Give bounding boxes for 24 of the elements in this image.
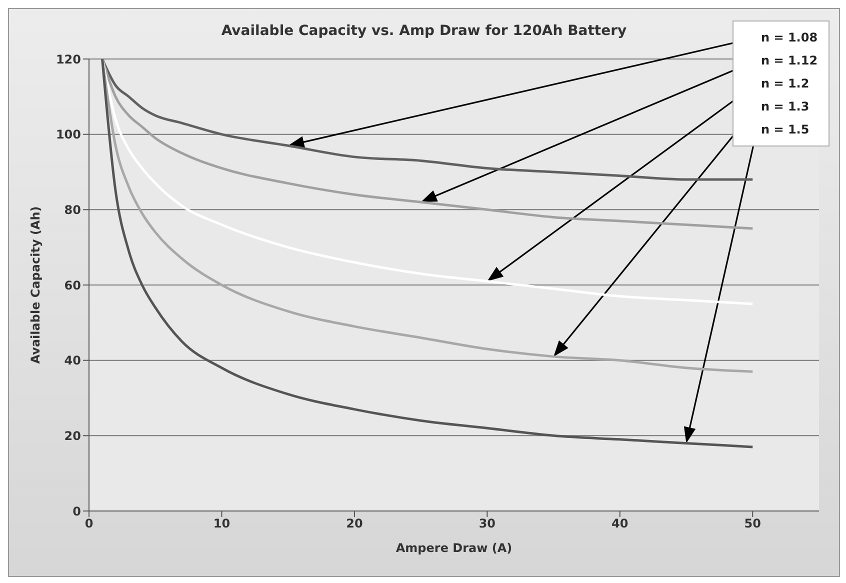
text: n = 1.12	[761, 54, 818, 68]
x-tick-label: 20	[346, 516, 363, 531]
text: n = 1.3	[761, 100, 810, 114]
line-series	[101, 59, 754, 306]
x-tick-label: 0	[84, 516, 94, 531]
x-tick-label: 30	[478, 516, 496, 531]
chart-title: Available Capacity vs. Amp Draw for 120Ah Battery	[221, 23, 627, 39]
y-tick-label: 60	[64, 278, 81, 292]
y-tick-label: 40	[64, 354, 81, 368]
text: n = 1.2	[761, 76, 810, 90]
y-tick-label: 20	[64, 428, 81, 443]
y-tick-label: 100	[56, 128, 81, 142]
y-tick-label: 80	[64, 202, 81, 217]
y-tick-label: 0	[72, 504, 81, 518]
x-tick-label: 10	[213, 516, 230, 531]
x-axis-title: Ampere Draw (A)	[396, 541, 512, 555]
y-axis-title: Available Capacity (Ah)	[28, 206, 42, 364]
x-tick-label: 50	[744, 516, 761, 531]
text: n = 1.08	[761, 30, 818, 44]
x-tick-label: 40	[612, 516, 628, 531]
text: n = 1.5	[761, 122, 810, 136]
line-series	[101, 59, 754, 448]
y-tick-label: 120	[56, 52, 81, 66]
line-series	[101, 59, 754, 373]
